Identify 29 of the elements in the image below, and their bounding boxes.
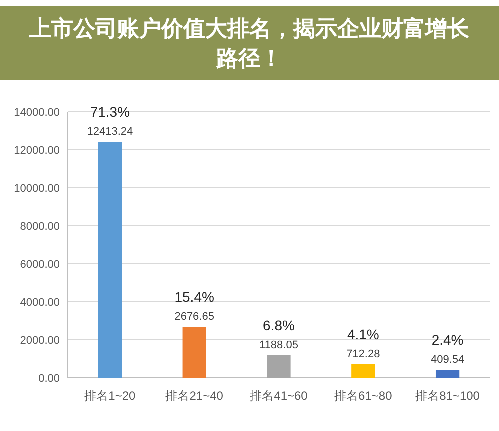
data-label: 2676.65 <box>174 311 214 324</box>
data-label: 1188.05 <box>260 339 298 352</box>
chart-title: 上市公司账户价值大排名，揭示企业财富增长路径！ <box>28 16 470 71</box>
y-tick-label: 10000.00 <box>14 183 60 195</box>
data-label: 12413.24 <box>87 126 134 138</box>
y-tick-label: 12000.00 <box>14 145 60 157</box>
bar <box>182 327 206 378</box>
y-tick-label: 0.00 <box>38 373 60 385</box>
annotation: 2.4% <box>432 332 464 348</box>
y-tick-label: 2000.00 <box>20 335 60 347</box>
annotation: 71.3% <box>90 104 130 120</box>
data-label: 409.54 <box>430 354 465 366</box>
y-tick-label: 4000.00 <box>20 297 60 309</box>
bar <box>436 370 460 378</box>
x-tick-label: 排名61~80 <box>334 389 393 403</box>
annotation: 15.4% <box>174 289 214 306</box>
annotation: 6.8% <box>263 317 295 334</box>
x-tick-label: 排名41~60 <box>250 389 308 403</box>
bar <box>352 364 376 378</box>
bar <box>267 355 291 378</box>
x-tick-label: 排名1~20 <box>84 389 136 403</box>
y-tick-label: 6000.00 <box>20 259 60 271</box>
x-tick-label: 排名21~40 <box>166 389 224 403</box>
data-label: 712.28 <box>346 348 380 360</box>
y-tick-label: 14000.00 <box>14 107 60 119</box>
bar <box>98 142 122 378</box>
x-tick-label: 排名81~100 <box>416 389 480 403</box>
annotation: 4.1% <box>347 326 380 342</box>
y-tick-label: 8000.00 <box>20 221 60 233</box>
